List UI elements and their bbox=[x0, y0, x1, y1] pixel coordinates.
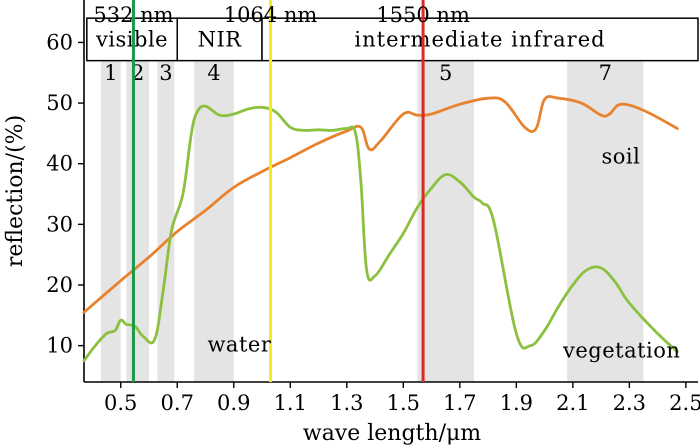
x-tick-label-9: 2.3 bbox=[613, 391, 646, 415]
y-tick-label-50: 50 bbox=[46, 91, 73, 115]
annotation-soil: soil bbox=[601, 145, 640, 169]
region-box-1 bbox=[176, 17, 263, 62]
y-tick-label-30: 30 bbox=[46, 212, 73, 236]
band-7-shade bbox=[567, 60, 644, 383]
band-2-shade bbox=[126, 60, 149, 383]
annotations-layer: water soil vegetation bbox=[207, 145, 680, 363]
x-tick-label-0: 0.5 bbox=[104, 391, 137, 415]
axes bbox=[83, 0, 698, 383]
y-tick-label-20: 20 bbox=[46, 273, 73, 297]
y-tick-label-10: 10 bbox=[46, 334, 73, 358]
annotation-vegetation: vegetation bbox=[562, 339, 680, 363]
laser-lines-layer: 532 nm 1064 nm 1550 nm bbox=[93, 0, 470, 382]
x-axis-label: wave length/μm bbox=[303, 421, 481, 445]
spectral-regions-layer: visible NIR intermediate infrared bbox=[86, 17, 699, 62]
x-tick-label-8: 2.1 bbox=[556, 391, 589, 415]
band-3-label: 3 bbox=[159, 61, 172, 85]
annotation-water: water bbox=[207, 333, 271, 357]
band-4-label: 4 bbox=[207, 61, 220, 85]
y-tick-label-60: 60 bbox=[46, 30, 73, 54]
x-tick-label-3: 1.1 bbox=[274, 391, 307, 415]
region-label-1: NIR bbox=[198, 27, 243, 51]
x-tick-label-7: 1.9 bbox=[500, 391, 533, 415]
region-box-2 bbox=[261, 17, 699, 62]
laser-label-2: 1550 nm bbox=[376, 3, 470, 27]
band-5-label: 5 bbox=[439, 61, 452, 85]
x-tick-label-2: 0.9 bbox=[217, 391, 250, 415]
x-tick-label-4: 1.3 bbox=[330, 391, 363, 415]
band-3-shade bbox=[157, 60, 175, 383]
band-7-label: 7 bbox=[599, 61, 612, 85]
x-tick-label-10: 2.5 bbox=[669, 391, 700, 415]
x-tick-label-6: 1.7 bbox=[443, 391, 476, 415]
band-1-shade bbox=[100, 60, 121, 383]
region-label-0: visible bbox=[95, 27, 168, 51]
laser-label-0: 532 nm bbox=[93, 3, 173, 27]
region-label-2: intermediate infrared bbox=[354, 27, 605, 51]
laser-label-1: 1064 nm bbox=[224, 3, 318, 27]
soil-curve bbox=[82, 95, 679, 314]
series-layer bbox=[82, 95, 679, 363]
x-tick-label-1: 0.7 bbox=[161, 391, 194, 415]
x-tick-label-5: 1.5 bbox=[387, 391, 420, 415]
band-1-label: 1 bbox=[104, 61, 117, 85]
y-axis-label: reflection/(%) bbox=[3, 115, 28, 267]
vegetation-curve bbox=[82, 104, 679, 363]
ticks-layer: 10 20 30 40 50 60 0.5 0.7 0.9 1.1 1.3 1.5 1.7 1.9 2.1 2… bbox=[46, 30, 700, 415]
y-tick-label-40: 40 bbox=[46, 152, 73, 176]
